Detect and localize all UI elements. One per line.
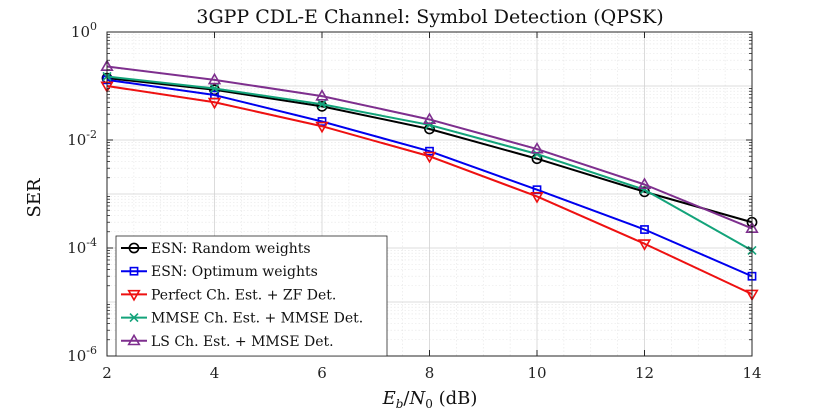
data-point bbox=[422, 151, 437, 164]
y-tick-base: 10 bbox=[67, 347, 86, 365]
legend: ESN: Random weights ESN: Optimum weights P… bbox=[115, 235, 388, 357]
data-point bbox=[129, 266, 139, 276]
legend-entry: ESN: Optimum weights bbox=[121, 264, 318, 280]
chart-title: 3GPP CDL-E Channel: Symbol Detection (QP… bbox=[196, 6, 663, 28]
data-point bbox=[637, 177, 652, 189]
y-tick-label: 10-6 bbox=[67, 344, 97, 365]
y-tick-label: 100 bbox=[71, 20, 97, 41]
series-line bbox=[106, 77, 753, 224]
y-tick-base: 10 bbox=[67, 239, 86, 257]
data-point bbox=[530, 191, 544, 204]
y-tick-exponent: 0 bbox=[90, 20, 97, 33]
x-tick-label: 10 bbox=[527, 364, 546, 382]
y-tick-base: 10 bbox=[71, 23, 90, 41]
legend-entry: MMSE Ch. Est. + MMSE Det. bbox=[121, 311, 363, 327]
data-point bbox=[128, 242, 140, 254]
data-point bbox=[637, 239, 652, 251]
x-tick-label: 6 bbox=[317, 364, 327, 382]
y-tick-label: 10-4 bbox=[67, 236, 97, 257]
y-tick-exponent: -6 bbox=[86, 344, 97, 357]
legend-label: LS Ch. Est. + MMSE Det. bbox=[151, 334, 334, 350]
y-tick-exponent: -4 bbox=[86, 236, 97, 249]
x-tick-label: 8 bbox=[425, 364, 435, 382]
x-label-zero: 0 bbox=[425, 397, 433, 411]
data-point bbox=[424, 120, 435, 130]
legend-entry: Perfect Ch. Est. + ZF Det. bbox=[121, 287, 336, 303]
data-point bbox=[530, 141, 544, 154]
legend-label: Perfect Ch. Est. + ZF Det. bbox=[151, 287, 336, 303]
y-tick-exponent: -2 bbox=[86, 128, 97, 141]
legend-label: ESN: Optimum weights bbox=[151, 264, 318, 280]
data-point bbox=[127, 333, 141, 346]
data-point bbox=[317, 99, 327, 109]
x-label-e: E bbox=[382, 388, 396, 409]
x-label-b: b bbox=[396, 397, 404, 411]
x-tick-label: 12 bbox=[635, 364, 654, 382]
series-line bbox=[106, 78, 753, 278]
data-point bbox=[207, 97, 222, 110]
series-line bbox=[106, 85, 753, 296]
x-tick-label: 14 bbox=[742, 364, 761, 382]
series-group bbox=[100, 59, 759, 233]
x-label-unit: (dB) bbox=[433, 388, 478, 409]
legend-box bbox=[115, 235, 388, 357]
x-tick-label: 2 bbox=[102, 364, 112, 382]
y-tick-base: 10 bbox=[67, 131, 86, 149]
data-point bbox=[639, 185, 650, 195]
legend-label: ESN: Random weights bbox=[151, 241, 311, 257]
data-point bbox=[315, 89, 329, 101]
x-tick-label: 4 bbox=[210, 364, 220, 382]
legend-entry: LS Ch. Est. + MMSE Det. bbox=[121, 333, 334, 350]
data-point bbox=[640, 225, 649, 234]
data-point bbox=[129, 313, 139, 323]
y-tick-label: 10-2 bbox=[67, 128, 97, 149]
data-point bbox=[209, 83, 220, 94]
y-axis-label: SER bbox=[24, 178, 45, 217]
data-point bbox=[316, 100, 328, 112]
data-point bbox=[532, 149, 542, 159]
x-axis-label: Eb/N0 (dB) bbox=[382, 388, 478, 411]
data-point bbox=[315, 121, 329, 134]
x-label-slash: / bbox=[403, 388, 410, 409]
data-point bbox=[317, 117, 327, 126]
data-point bbox=[127, 289, 141, 302]
legend-entry: ESN: Random weights bbox=[121, 241, 311, 257]
axes bbox=[106, 31, 753, 357]
data-point bbox=[422, 112, 437, 124]
legend-label: MMSE Ch. Est. + MMSE Det. bbox=[151, 311, 363, 327]
data-point bbox=[207, 72, 222, 85]
x-label-n: N bbox=[408, 388, 426, 409]
series-line bbox=[106, 65, 753, 230]
data-point bbox=[425, 146, 434, 156]
